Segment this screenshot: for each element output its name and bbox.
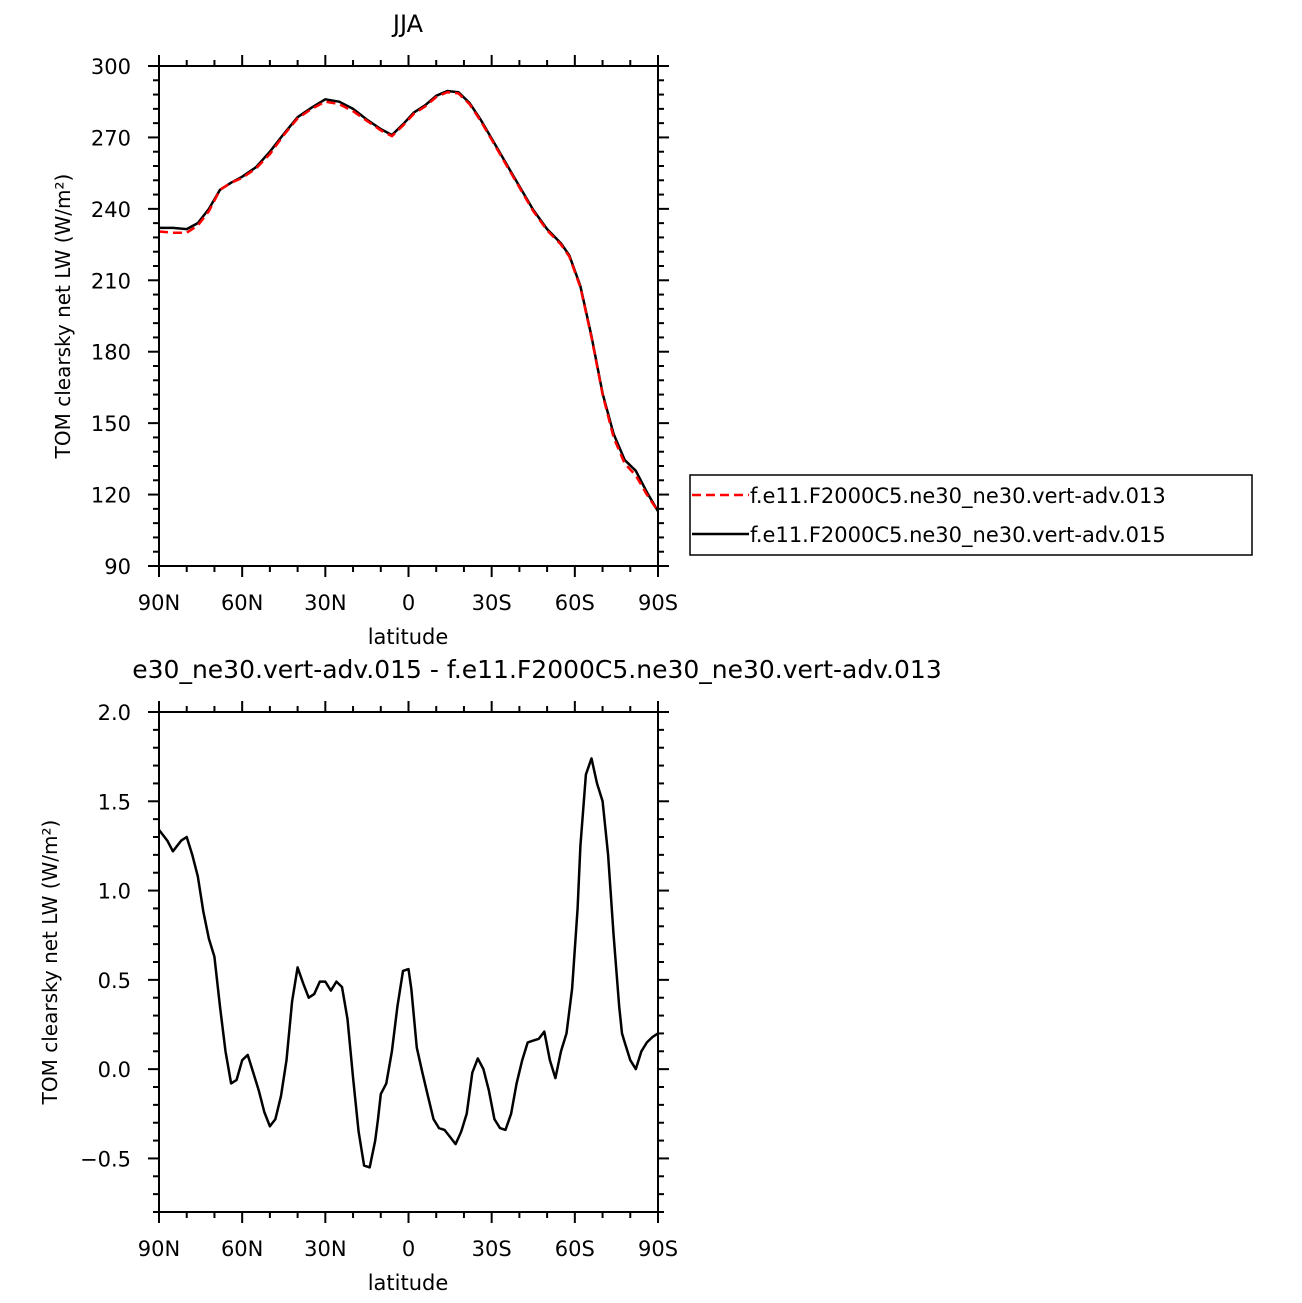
top-chart-axes: 90N 60N 30N 0 30S 60S 90S 90 120 150 180 210 240 270 3…: [91, 55, 678, 615]
bottom-x-tick-label: 30S: [472, 1237, 512, 1261]
top-y-tick-label: 120: [91, 484, 131, 508]
top-chart-marks: [158, 89, 660, 512]
bottom-x-tick-label: 90N: [138, 1237, 180, 1261]
bottom-y-tick-label: 0.5: [98, 969, 131, 993]
bottom-chart-axes: 90N 60N 30N 0 30S 60S 90S −0.5 0.0 0.5 1.0 1.5 2.0: [80, 701, 678, 1261]
top-y-tick-label: 300: [91, 55, 131, 79]
top-x-tick-label: 30S: [472, 591, 512, 615]
bottom-y-axis-label: TOM clearsky net LW (W/m²): [38, 820, 62, 1106]
legend-label-series-1: f.e11.F2000C5.ne30_ne30.vert-adv.013: [750, 484, 1166, 509]
bottom-y-tick-label: 1.0: [98, 880, 131, 904]
bottom-chart-marks: [158, 757, 659, 1169]
top-x-tick-label: 30N: [304, 591, 346, 615]
bottom-series-line-1: [158, 757, 659, 1169]
top-chart-legend: f.e11.F2000C5.ne30_ne30.vert-adv.013 f.e…: [689, 474, 1253, 556]
bottom-chart: e30_ne30.vert-adv.015 - f.e11.F2000C5.ne…: [38, 655, 942, 1295]
bottom-x-axis-label: latitude: [368, 1271, 449, 1295]
top-y-tick-label: 90: [104, 555, 131, 579]
bottom-x-tick-label: 60S: [555, 1237, 595, 1261]
top-y-tick-label: 210: [91, 269, 131, 293]
legend-label-series-2: f.e11.F2000C5.ne30_ne30.vert-adv.015: [750, 523, 1166, 548]
bottom-x-tick-label: 30N: [304, 1237, 346, 1261]
top-y-axis-label: TOM clearsky net LW (W/m²): [51, 174, 75, 460]
bottom-plot-frame: [158, 711, 659, 1213]
top-x-tick-label: 60N: [221, 591, 263, 615]
top-x-axis-label: latitude: [368, 625, 449, 649]
top-plot-frame: [158, 65, 659, 567]
top-chart-title: JJA: [391, 10, 424, 38]
top-y-tick-label: 150: [91, 412, 131, 436]
top-series-line-2: [159, 89, 660, 512]
top-x-tick-label: 90S: [638, 591, 678, 615]
top-y-tick-label: 240: [91, 198, 131, 222]
top-x-tick-label: 0: [402, 591, 415, 615]
legend-box: [689, 474, 1253, 556]
bottom-x-tick-label: 60N: [221, 1237, 263, 1261]
top-x-tick-label: 90N: [138, 591, 180, 615]
top-x-tick-label: 60S: [555, 591, 595, 615]
bottom-y-tick-label: 1.5: [98, 790, 131, 814]
bottom-x-tick-label: 90S: [638, 1237, 678, 1261]
top-y-tick-label: 180: [91, 341, 131, 365]
top-chart: JJA 90N 60N 30N 0 30S 60S 90S 90 120 150 180 210 240…: [51, 10, 1253, 649]
bottom-chart-title: e30_ne30.vert-adv.015 - f.e11.F2000C5.ne…: [132, 655, 941, 684]
bottom-y-tick-label: 2.0: [98, 701, 131, 725]
top-series-line-1: [158, 90, 660, 512]
top-y-tick-label: 270: [91, 126, 131, 150]
bottom-x-tick-label: 0: [402, 1237, 415, 1261]
bottom-y-tick-label: −0.5: [80, 1147, 131, 1171]
bottom-y-tick-label: 0.0: [98, 1058, 131, 1082]
